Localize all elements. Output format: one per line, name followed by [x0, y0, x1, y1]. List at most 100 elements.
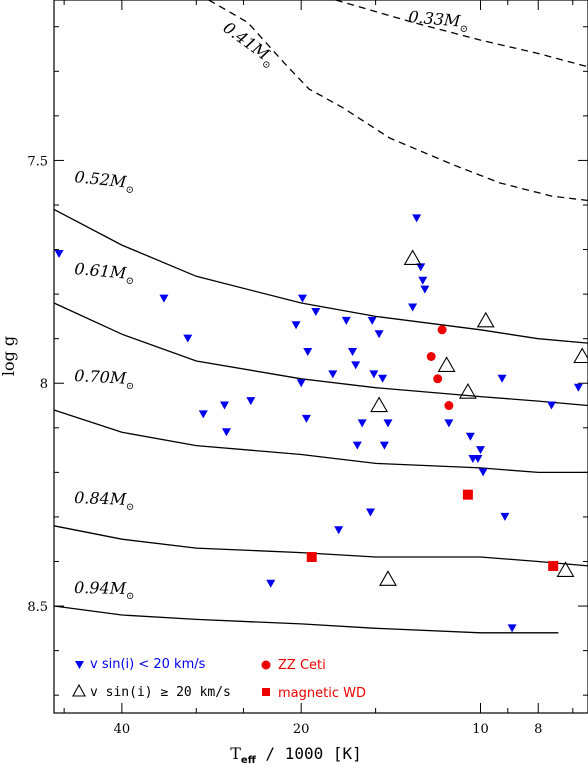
- x-axis-label-sub: eff: [241, 755, 257, 766]
- point-slow-rotator: [473, 454, 483, 463]
- mass-label-text: 0.52M: [74, 167, 128, 191]
- legend-marker-red-circle: [261, 660, 271, 670]
- point-slow-rotator: [412, 214, 422, 223]
- point-slow-rotator: [420, 285, 430, 294]
- mass-track-4: [53, 409, 588, 474]
- point-zz-ceti: [444, 401, 454, 411]
- point-slow-rotator: [573, 383, 583, 392]
- point-slow-rotator: [444, 419, 454, 428]
- mass-label-3: 0.61M⊙: [73, 259, 135, 287]
- solar-symbol: ⊙: [459, 24, 468, 36]
- point-slow-rotator: [334, 526, 344, 535]
- point-slow-rotator: [497, 374, 507, 383]
- point-slow-rotator: [341, 316, 351, 325]
- point-slow-rotator: [198, 410, 208, 419]
- x-axis-label: Teff / 1000 [K]: [230, 744, 362, 766]
- solar-symbol: ⊙: [125, 184, 134, 196]
- mass-label-4: 0.70M⊙: [74, 366, 136, 392]
- legend-label-magnetic-wd: magnetic WD: [278, 686, 366, 701]
- axis-ticks: 40 20 10 8 7.5 8 8.5: [27, 0, 588, 737]
- point-slow-rotator: [416, 263, 426, 272]
- point-slow-rotator: [465, 432, 475, 441]
- solar-symbol: ⊙: [125, 276, 134, 288]
- point-slow-rotator: [297, 294, 307, 303]
- plot-frame: [53, 0, 588, 714]
- mass-tracks: [53, 0, 588, 634]
- point-magnetic-wd: [548, 560, 559, 571]
- point-fast-rotator: [437, 356, 456, 372]
- point-slow-rotator: [476, 446, 486, 455]
- mass-label-5: 0.84M⊙: [74, 488, 135, 513]
- point-fast-rotator: [370, 396, 389, 413]
- point-slow-rotator: [374, 330, 384, 339]
- point-zz-ceti: [437, 325, 447, 335]
- solar-symbol: ⊙: [126, 591, 135, 602]
- point-slow-rotator: [291, 321, 301, 330]
- y-tick-label: 8.5: [27, 600, 48, 615]
- mass-label-6: 0.94M⊙: [74, 578, 135, 602]
- legend-label-slow-rotation: v sin(i) < 20 km/s: [90, 657, 206, 672]
- x-tick-label: 8: [534, 722, 542, 737]
- mass-track-2: [53, 208, 588, 344]
- mass-track-6: [53, 605, 559, 634]
- legend: v sin(i) < 20 km/s v sin(i) ≥ 20 km/s ZZ…: [72, 657, 366, 701]
- point-slow-rotator: [378, 374, 388, 383]
- point-slow-rotator: [418, 276, 428, 285]
- point-slow-rotator: [408, 303, 418, 312]
- point-zz-ceti: [426, 352, 436, 361]
- point-slow-rotator: [246, 397, 256, 406]
- point-slow-rotator: [183, 334, 193, 343]
- mass-label-text: 0.33M: [408, 7, 462, 31]
- y-axis-label: log g: [0, 336, 18, 376]
- x-axis-label-main: T: [230, 744, 241, 763]
- mass-label-text: 0.61M: [74, 259, 128, 283]
- point-slow-rotator: [365, 508, 375, 517]
- point-slow-rotator: [478, 468, 488, 477]
- mass-track-3: [53, 302, 588, 407]
- point-fast-rotator: [573, 347, 588, 364]
- point-slow-rotator: [352, 441, 362, 450]
- point-slow-rotator: [220, 401, 230, 410]
- x-axis-label-rest: / 1000 [K]: [256, 744, 362, 763]
- point-slow-rotator: [301, 414, 311, 423]
- point-slow-rotator: [367, 316, 377, 325]
- mass-label-1: 0.41M⊙: [217, 18, 279, 72]
- point-slow-rotator: [507, 624, 517, 633]
- y-tick-label: 7.5: [27, 154, 48, 169]
- point-slow-rotator: [311, 307, 321, 316]
- x-tick-label: 20: [293, 722, 310, 737]
- point-zz-ceti: [433, 374, 443, 384]
- x-tick-label: 10: [472, 722, 489, 737]
- mass-label-text: 0.70M: [74, 366, 128, 388]
- mass-track-1: [208, 0, 588, 202]
- point-slow-rotator: [54, 250, 64, 259]
- mass-label-0: 0.33M⊙: [407, 7, 469, 35]
- point-slow-rotator: [328, 370, 338, 379]
- point-magnetic-wd: [462, 489, 473, 500]
- y-tick-label: 8: [40, 377, 48, 392]
- point-magnetic-wd: [306, 552, 317, 563]
- mass-label-text: 0.84M: [74, 488, 127, 509]
- legend-marker-blue-triangle: [75, 661, 84, 669]
- point-slow-rotator: [383, 419, 393, 428]
- point-fast-rotator: [403, 249, 422, 266]
- point-slow-rotator: [159, 294, 169, 303]
- point-slow-rotator: [348, 348, 358, 357]
- point-slow-rotator: [296, 379, 306, 388]
- point-slow-rotator: [221, 428, 231, 437]
- mass-label-text: 0.94M: [74, 578, 127, 598]
- point-fast-rotator: [556, 561, 575, 577]
- point-fast-rotator: [458, 383, 477, 399]
- point-slow-rotator: [303, 348, 313, 357]
- mass-track-5: [53, 525, 588, 567]
- mass-label-2: 0.52M⊙: [73, 167, 135, 196]
- point-slow-rotator: [379, 441, 389, 450]
- x-tick-label: 40: [114, 722, 131, 737]
- legend-label-zz-ceti: ZZ Ceti: [278, 658, 326, 673]
- solar-symbol: ⊙: [126, 381, 135, 392]
- data-points: [54, 214, 588, 633]
- mass-track-0: [335, 0, 588, 68]
- point-slow-rotator: [357, 419, 367, 428]
- point-slow-rotator: [266, 579, 276, 588]
